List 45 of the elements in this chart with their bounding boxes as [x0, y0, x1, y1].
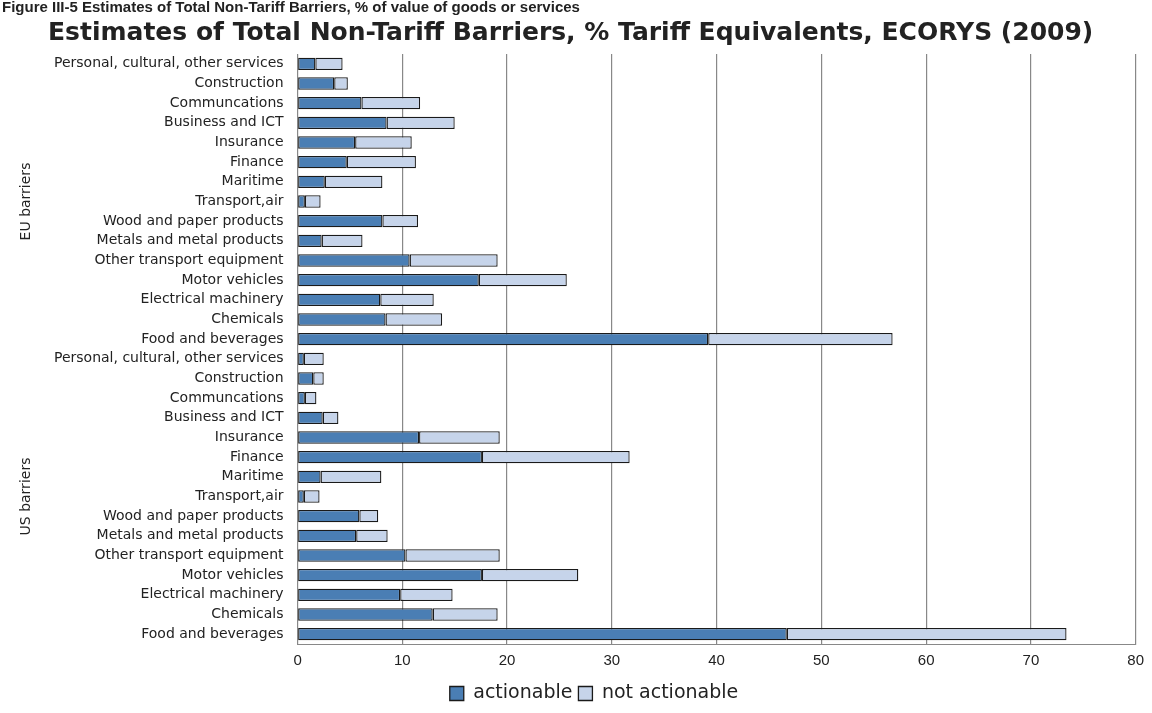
y-tick-label: Chemicals [211, 310, 284, 327]
y-tick-label: Finance [229, 447, 284, 464]
legend-label: actionable [473, 680, 573, 703]
text: EU barriers [16, 162, 33, 241]
y-tick-label: Other transport equipment [94, 251, 285, 268]
y-tick-label: Construction [194, 369, 284, 386]
x-tick-label: 70 [1022, 651, 1040, 669]
x-tick-label: 30 [603, 651, 621, 669]
chart-title: Estimates of Total Non-Tariff Barriers, % Tariff Equivalents, ECORYS (2009) [48, 16, 1094, 46]
y-tick-label: Electrical machinery [140, 290, 284, 307]
text: US barriers [16, 457, 33, 536]
y-tick-label: Motor vehicles [181, 270, 284, 287]
x-tick-label: 50 [813, 651, 830, 669]
y-tick-label: Wood and paper products [102, 211, 284, 228]
x-tick-label: 40 [708, 651, 725, 669]
y-tick-label: Metals and metal products [96, 526, 284, 543]
y-tick-label: Chemicals [211, 605, 284, 622]
text: Figure III-5 Estimates of Total Non-Tariff Barriers, % of value of goods or services [1, 0, 581, 17]
y-tick-label: Electrical machinery [140, 585, 284, 602]
y-tick-label: Maritime [221, 172, 284, 189]
y-tick-label: Communcations [169, 93, 284, 110]
x-tick-label: 0 [293, 651, 302, 669]
y-tick-label: Communcations [169, 388, 284, 405]
y-tick-label: Metals and metal products [96, 231, 284, 248]
y-tick-label: Wood and paper products [102, 506, 284, 523]
y-tick-label: Business and ICT [164, 408, 284, 425]
x-tick-label: 80 [1127, 651, 1144, 669]
y-tick-label: Insurance [214, 133, 284, 150]
y-tick-label: Business and ICT [164, 113, 284, 130]
y-tick-label: Food and beverages [141, 624, 284, 641]
x-tick-label: 60 [917, 651, 935, 669]
y-tick-label: Food and beverages [141, 329, 284, 346]
x-tick-label: 20 [498, 651, 516, 669]
y-tick-label: Transport,air [194, 192, 284, 209]
y-tick-label: Insurance [214, 428, 284, 445]
y-tick-label: Other transport equipment [94, 546, 285, 563]
legend-label: not actionable [601, 680, 739, 703]
y-tick-label: Motor vehicles [181, 565, 284, 582]
x-tick-label: 10 [393, 651, 411, 669]
y-tick-label: Personal, cultural, other services [53, 54, 284, 71]
y-tick-label: Transport,air [194, 487, 284, 504]
y-tick-label: Maritime [221, 467, 284, 484]
y-tick-label: Construction [194, 74, 284, 91]
y-tick-label: Finance [229, 152, 284, 169]
y-tick-label: Personal, cultural, other services [53, 349, 284, 366]
